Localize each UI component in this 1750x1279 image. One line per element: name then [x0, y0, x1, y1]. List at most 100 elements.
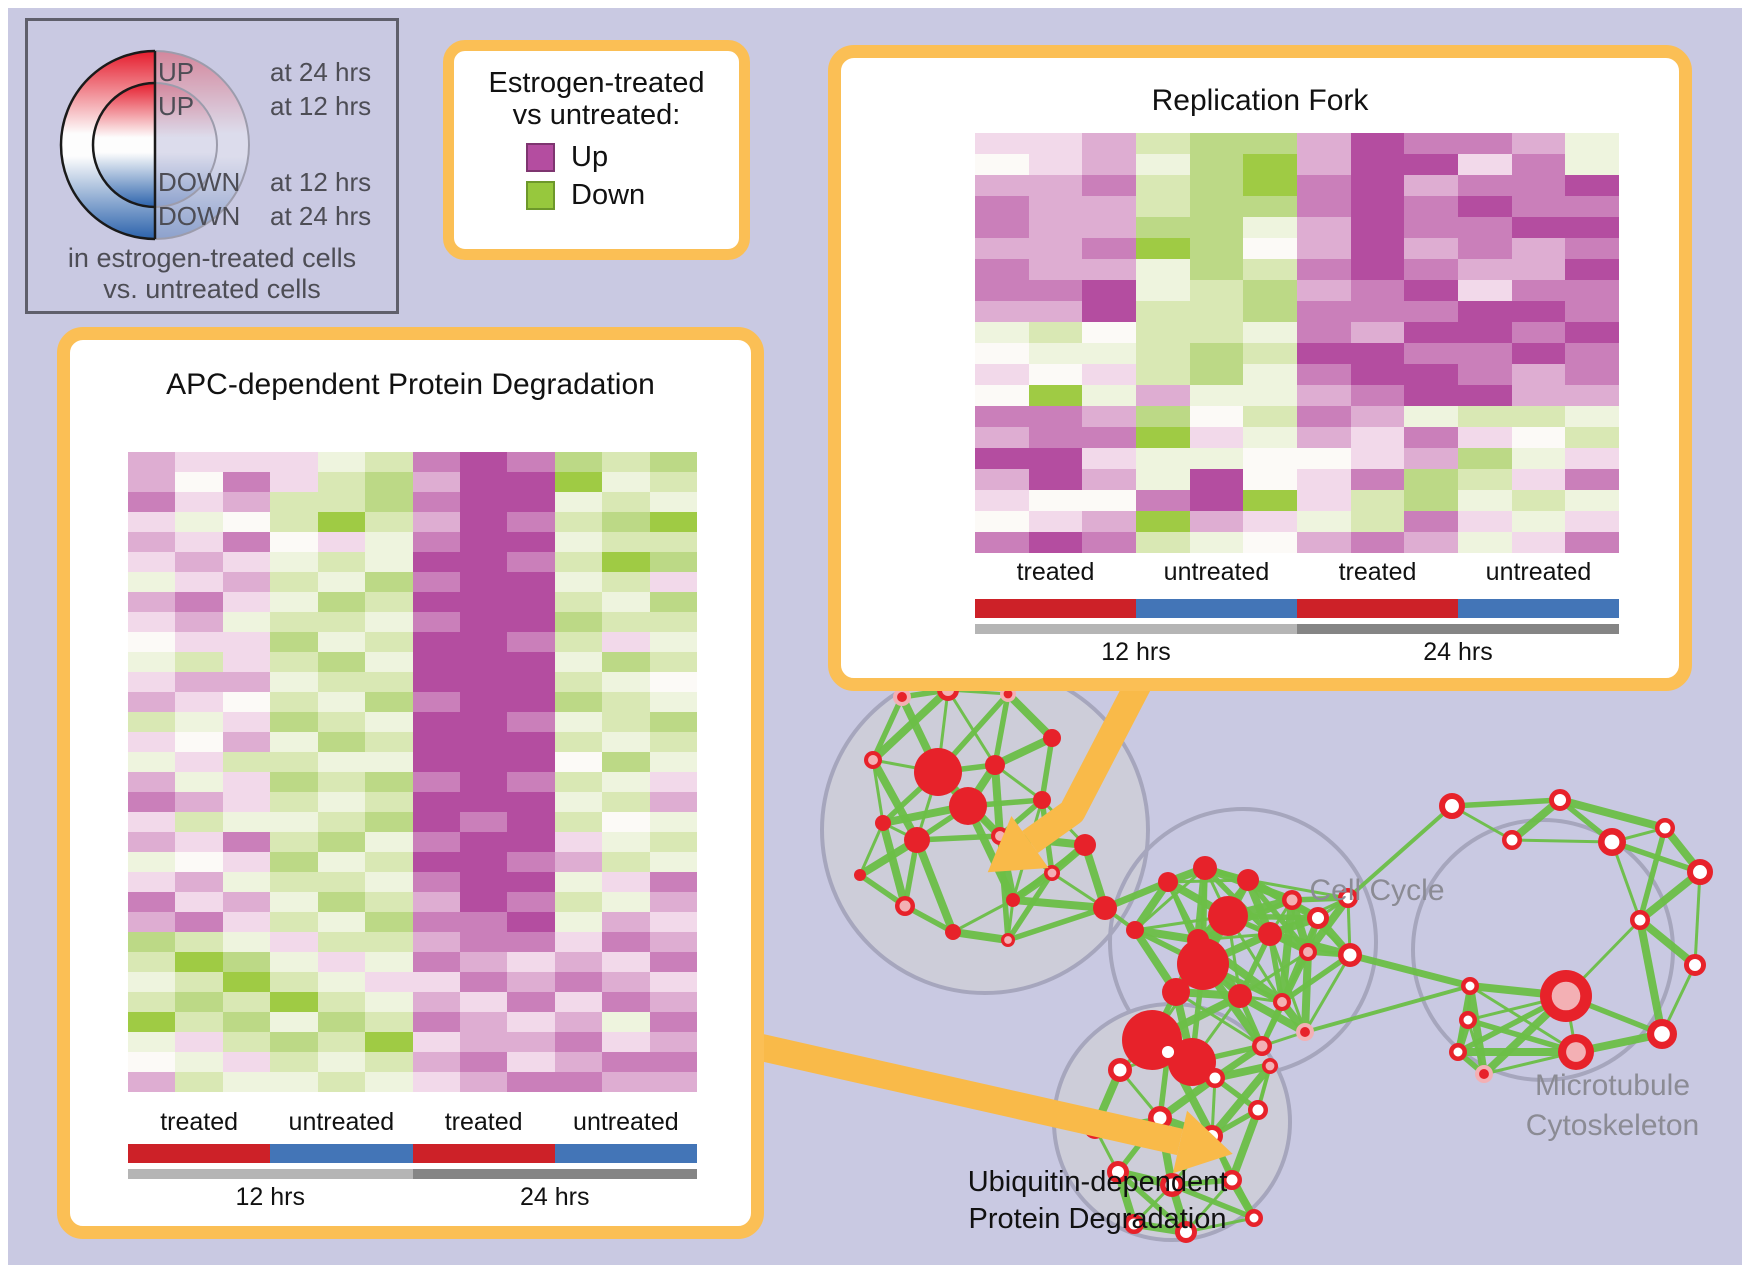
- heatmap-cell: [507, 812, 555, 832]
- heatmap-cell: [1189, 511, 1244, 532]
- heatmap-cell: [507, 592, 555, 612]
- legend-item-up: Up: [526, 141, 608, 174]
- heatmap-cell: [554, 912, 603, 932]
- heatmap-cell: [507, 772, 555, 792]
- heatmap-cell: [175, 592, 223, 612]
- heatmap-cell: [1458, 511, 1512, 532]
- heatmap-cell: [317, 1052, 366, 1072]
- heatmap-cell: [175, 532, 223, 552]
- heatmap-cell: [1136, 133, 1190, 154]
- heatmap-cell: [554, 672, 603, 692]
- heatmap-cell: [459, 512, 508, 532]
- heatmap-cell: [975, 532, 1029, 553]
- heatmap-cell: [1243, 154, 1297, 175]
- heatmap-cell: [1136, 301, 1190, 322]
- heatmap-cell: [1511, 385, 1566, 406]
- heatmap-cell: [1082, 385, 1136, 406]
- heatmap-cell: [222, 932, 271, 952]
- heatmap-cell: [365, 872, 413, 892]
- heatmap-cell: [1458, 427, 1512, 448]
- replication-fork-panel: Replication Fork treated untreated treat…: [828, 45, 1692, 691]
- heatmap-cell: [412, 772, 460, 792]
- heatmap-cell: [649, 672, 697, 692]
- heatmap-cell: [554, 712, 603, 732]
- apc-group-labels: treated untreated treated untreated: [128, 1108, 697, 1137]
- heatmap-cell: [222, 452, 271, 472]
- heatmap-cell: [317, 492, 366, 512]
- heatmap-cell: [270, 652, 318, 672]
- heatmap-cell: [270, 552, 318, 572]
- heatmap-cell: [1136, 406, 1190, 427]
- heatmap-cell: [1458, 238, 1512, 259]
- heatmap-cell: [602, 932, 650, 952]
- heatmap-cell: [459, 1032, 508, 1052]
- heatmap-cell: [602, 752, 650, 772]
- heatmap-cell: [365, 1032, 413, 1052]
- heatmap-cell: [222, 592, 271, 612]
- heatmap-cell: [1404, 385, 1458, 406]
- heatmap-cell: [649, 492, 697, 512]
- heatmap-cell: [412, 672, 460, 692]
- heatmap-cell: [459, 692, 508, 712]
- heatmap-cell: [317, 572, 366, 592]
- heatmap-cell: [1511, 511, 1566, 532]
- heatmap-cell: [507, 692, 555, 712]
- heatmap-cell: [1458, 343, 1512, 364]
- heatmap-cell: [554, 652, 603, 672]
- heatmap-cell: [270, 932, 318, 952]
- heatmap-cell: [1350, 490, 1405, 511]
- heatmap-cell: [602, 852, 650, 872]
- heatmap-cell: [1189, 133, 1244, 154]
- heatmap-cell: [412, 512, 460, 532]
- heatmap-cell: [507, 992, 555, 1012]
- heatmap-cell: [175, 952, 223, 972]
- heatmap-cell: [459, 732, 508, 752]
- heatmap-cell: [1243, 490, 1297, 511]
- heatmap-cell: [507, 672, 555, 692]
- heatmap-cell: [128, 792, 176, 812]
- heatmap-cell: [317, 672, 366, 692]
- heatmap-cell: [649, 812, 697, 832]
- heatmap-cell: [270, 912, 318, 932]
- apc-group-treated-24: treated: [444, 1108, 523, 1136]
- heatmap-cell: [1565, 259, 1619, 280]
- heatmap-cell: [1082, 301, 1136, 322]
- heatmap-cell: [1565, 364, 1619, 385]
- heatmap-cell: [1243, 301, 1297, 322]
- replication-time-bars: [975, 624, 1619, 634]
- heatmap-cell: [412, 1072, 460, 1092]
- apc-time-labels: 12 hrs 24 hrs: [128, 1183, 697, 1212]
- heatmap-cell: [128, 912, 176, 932]
- heatmap-cell: [1511, 238, 1566, 259]
- apc-group-untreated-12: untreated: [288, 1108, 395, 1136]
- heatmap-cell: [602, 732, 650, 752]
- heatmap-cell: [1082, 343, 1136, 364]
- heatmap-cell: [1565, 343, 1619, 364]
- heatmap-cell: [554, 792, 603, 812]
- heatmap-cell: [459, 472, 508, 492]
- heatmap-cell: [128, 892, 176, 912]
- heatmap-cell: [602, 672, 650, 692]
- heatmap-cell: [365, 812, 413, 832]
- heatmap-cell: [1511, 196, 1566, 217]
- heatmap-cell: [1028, 364, 1083, 385]
- down-label: Down: [571, 179, 646, 211]
- ring-label-down-12: DOWN: [158, 167, 241, 197]
- heatmap-cell: [1189, 217, 1244, 238]
- heatmap-cell: [507, 552, 555, 572]
- heatmap-cell: [128, 612, 176, 632]
- heatmap-cell: [1297, 175, 1351, 196]
- heatmap-cell: [1243, 448, 1297, 469]
- heatmap-cell: [412, 1012, 460, 1032]
- heatmap-cell: [459, 672, 508, 692]
- heatmap-cell: [270, 712, 318, 732]
- heatmap-cell: [1565, 511, 1619, 532]
- heatmap-cell: [222, 992, 271, 1012]
- heatmap-cell: [1565, 427, 1619, 448]
- heatmap-cell: [1458, 133, 1512, 154]
- heatmap-cell: [175, 692, 223, 712]
- rep-24hrs-label: 24 hrs: [1423, 638, 1493, 666]
- heatmap-cell: [412, 852, 460, 872]
- heatmap-cell: [1511, 448, 1566, 469]
